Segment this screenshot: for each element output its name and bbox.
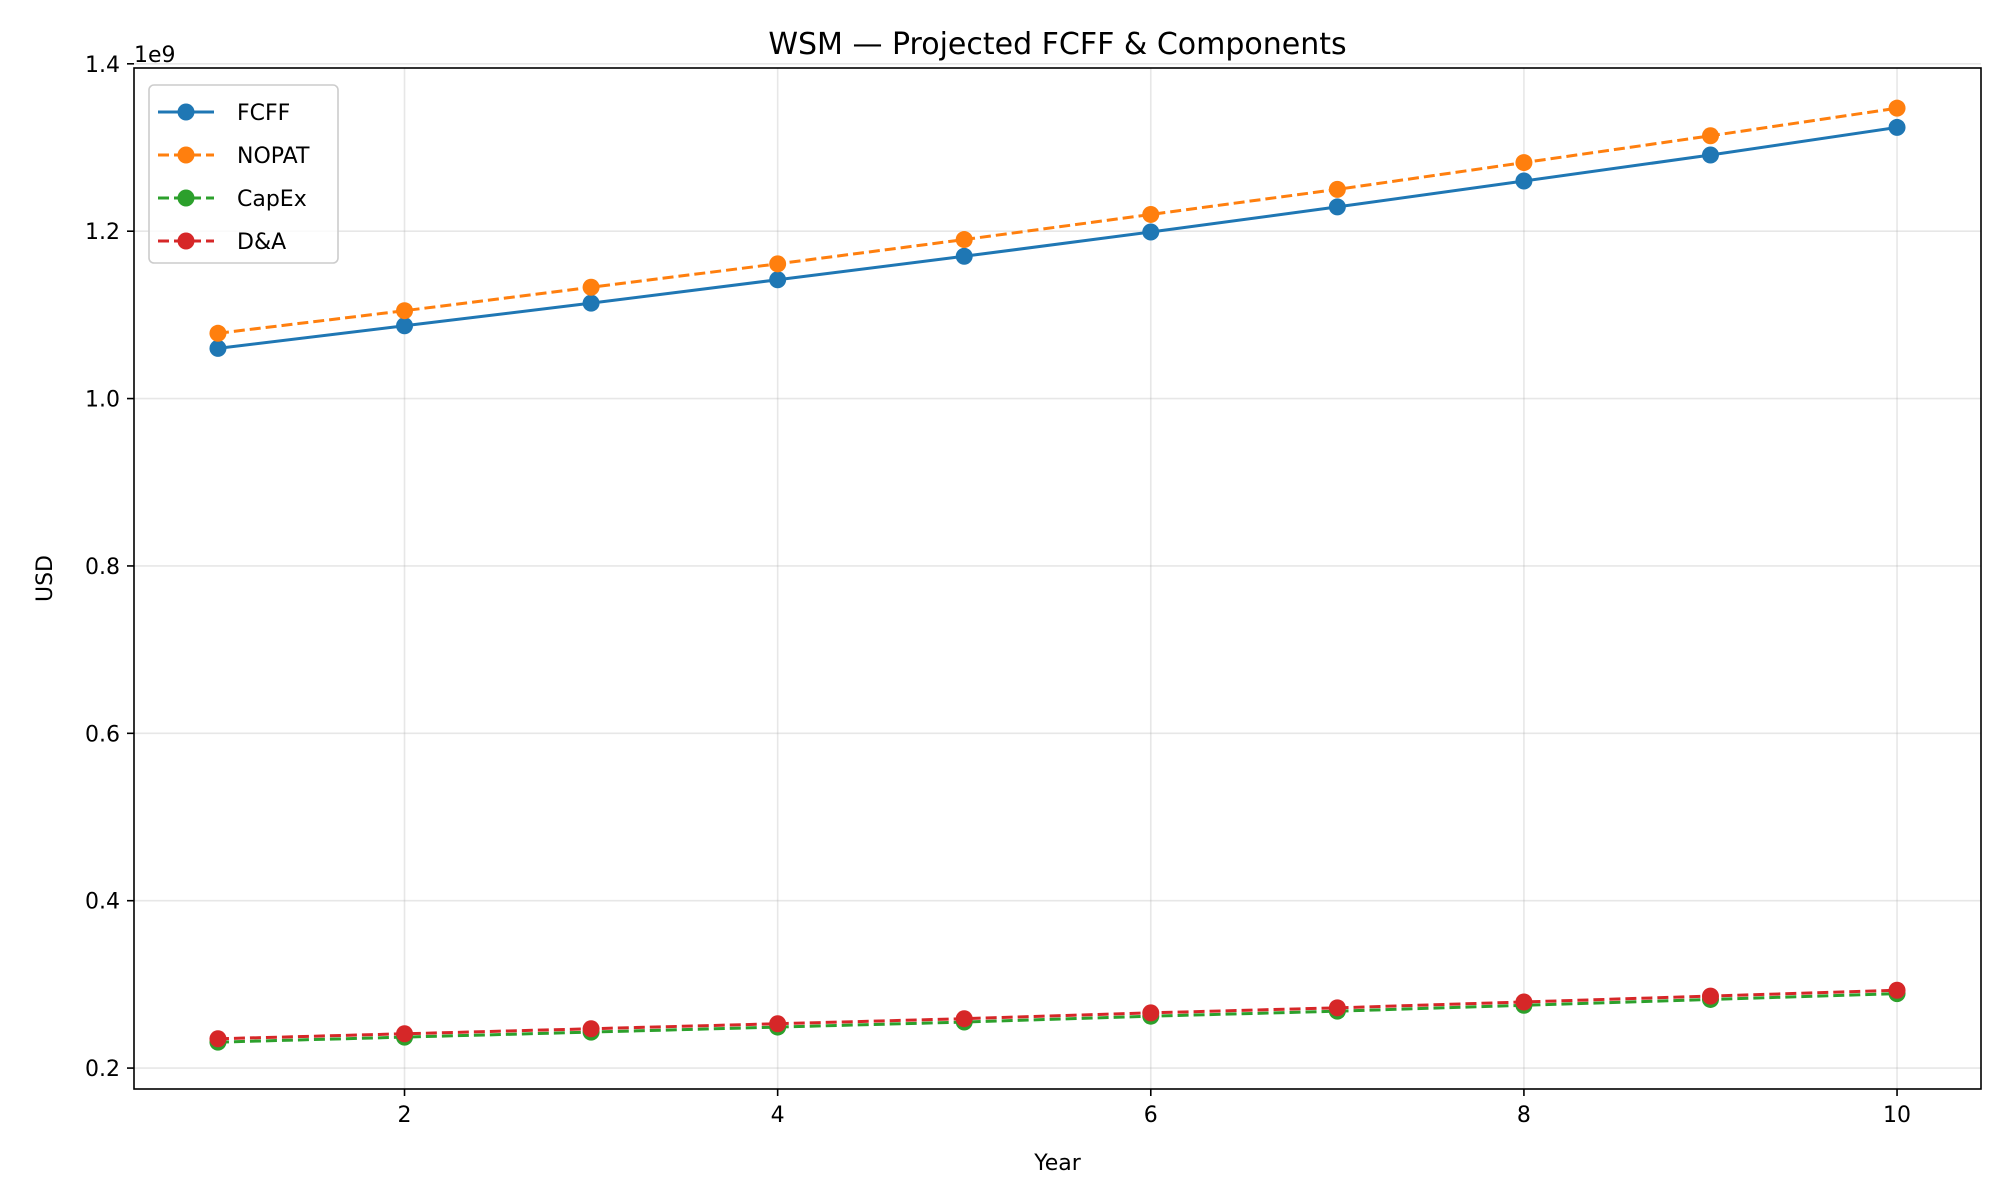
data-point-nopat xyxy=(955,231,973,249)
chart-title: WSM — Projected FCFF & Components xyxy=(768,27,1346,62)
data-point-fcff xyxy=(396,317,414,335)
data-point-d-a xyxy=(1515,993,1533,1011)
series-layer xyxy=(209,99,1906,1051)
y-tick-label: 0.6 xyxy=(85,722,120,747)
legend-marker-fcff xyxy=(177,103,195,121)
legend-marker-capex xyxy=(177,189,195,207)
data-point-fcff xyxy=(955,247,973,265)
data-point-fcff xyxy=(582,294,600,312)
series-line-d-a xyxy=(217,988,1898,1041)
series-line-nopat xyxy=(217,106,1898,335)
x-tick-label: 6 xyxy=(1144,1103,1158,1128)
data-point-d-a xyxy=(955,1010,973,1028)
y-axis-label: USD xyxy=(33,555,58,602)
data-point-fcff xyxy=(1701,146,1719,164)
x-axis-label: Year xyxy=(1033,1151,1082,1176)
data-point-d-a xyxy=(1701,987,1719,1005)
data-point-nopat xyxy=(396,302,414,320)
data-point-nopat xyxy=(1142,205,1160,223)
y-tick-label: 0.8 xyxy=(85,555,120,580)
data-point-nopat xyxy=(769,255,787,273)
series-line-fcff xyxy=(217,125,1898,350)
x-tick-label: 8 xyxy=(1517,1103,1531,1128)
data-point-nopat xyxy=(1888,99,1906,117)
legend-box xyxy=(148,84,339,264)
data-point-nopat xyxy=(582,278,600,296)
data-point-nopat xyxy=(1701,127,1719,145)
data-point-fcff xyxy=(1515,172,1533,190)
x-tick-label: 2 xyxy=(398,1103,412,1128)
data-point-nopat xyxy=(209,324,227,342)
legend-label-capex: CapEx xyxy=(237,187,307,212)
data-point-nopat xyxy=(1515,154,1533,172)
y-tick-label: 0.4 xyxy=(85,890,120,915)
y-tick-label: 0.2 xyxy=(85,1057,120,1082)
legend-label-nopat: NOPAT xyxy=(237,144,310,169)
series-line-capex xyxy=(217,992,1898,1044)
data-point-d-a xyxy=(1328,999,1346,1017)
legend-marker-nopat xyxy=(177,146,195,164)
data-point-fcff xyxy=(1142,223,1160,241)
data-point-d-a xyxy=(1888,981,1906,999)
data-point-nopat xyxy=(1328,180,1346,198)
legend: FCFF NOPAT CapEx D&A xyxy=(148,84,339,264)
plot-frame xyxy=(133,67,1982,1090)
data-point-fcff xyxy=(769,271,787,289)
axis-ticks: 2 4 6 8 10 0.2 0.4 0.6 0.8 1.0 1.2 1.4 xyxy=(85,53,1911,1128)
data-point-d-a xyxy=(1142,1004,1160,1022)
legend-marker-d-a xyxy=(177,232,195,250)
data-point-fcff xyxy=(1328,198,1346,216)
data-point-d-a xyxy=(582,1020,600,1038)
data-point-fcff xyxy=(1888,118,1906,136)
y-tick-label: 1.0 xyxy=(85,388,120,413)
legend-label-fcff: FCFF xyxy=(237,101,290,126)
legend-label-d-a: D&A xyxy=(237,230,286,255)
x-tick-label: 10 xyxy=(1883,1103,1911,1128)
data-point-d-a xyxy=(209,1030,227,1048)
y-tick-label: 1.4 xyxy=(85,53,120,78)
x-tick-label: 4 xyxy=(771,1103,785,1128)
data-point-d-a xyxy=(396,1025,414,1043)
data-point-d-a xyxy=(769,1015,787,1033)
y-axis-offset-label: 1e9 xyxy=(134,43,176,68)
y-tick-label: 1.2 xyxy=(85,220,120,245)
data-point-fcff xyxy=(209,339,227,357)
